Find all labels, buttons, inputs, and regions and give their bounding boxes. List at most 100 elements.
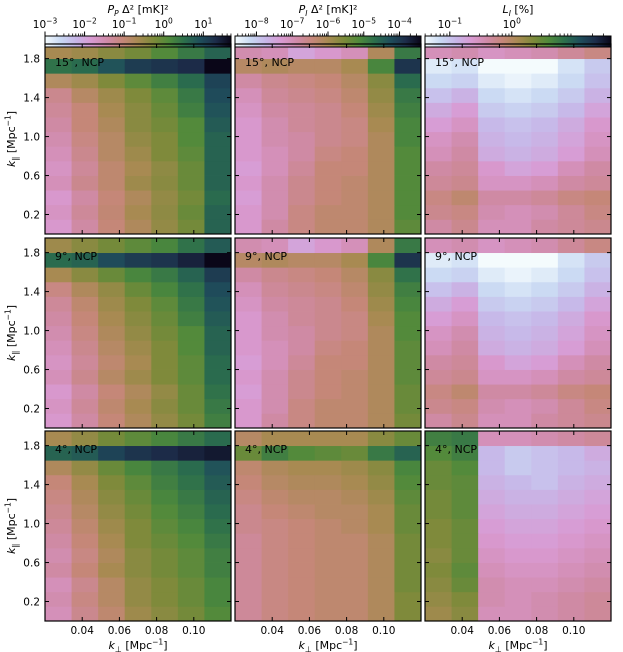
heatmap-cell	[531, 533, 559, 549]
heatmap-cell	[177, 474, 205, 490]
heatmap-cell	[451, 340, 479, 356]
y-tick-label: 0.6	[23, 365, 40, 377]
heatmap-cell	[451, 354, 479, 370]
heatmap-cell	[177, 44, 205, 60]
heatmap-cell	[235, 606, 262, 622]
heatmap-cell	[124, 533, 152, 549]
y-axis-label: k∥ [Mpc−1]	[4, 498, 21, 554]
heatmap-cell	[531, 281, 559, 297]
heatmap-cell	[177, 160, 205, 176]
heatmap-cell	[235, 252, 262, 268]
heatmap-cell	[98, 252, 126, 268]
heatmap-cell	[71, 131, 99, 147]
heatmap-cell	[124, 489, 152, 505]
heatmap-cell	[124, 131, 152, 147]
heatmap-cell	[288, 160, 316, 176]
heatmap-cell	[367, 504, 395, 520]
heatmap-cell	[425, 267, 452, 283]
heatmap-cell	[71, 591, 99, 607]
heatmap-cell	[341, 190, 369, 206]
heatmap-cell	[235, 238, 262, 254]
heatmap-cell	[531, 562, 559, 578]
heatmap-cell	[124, 562, 152, 578]
heatmap-cell	[531, 58, 559, 74]
heatmap-cell	[235, 267, 262, 283]
heatmap-cell	[151, 44, 179, 60]
heatmap-cell	[367, 102, 395, 118]
heatmap-cell	[261, 562, 289, 578]
heatmap-cell	[584, 533, 612, 549]
heatmap-cell	[71, 281, 99, 297]
heatmap-cell	[45, 474, 72, 490]
heatmap-cell	[177, 413, 205, 429]
heatmap-cell	[151, 219, 179, 235]
heatmap-cell	[177, 73, 205, 89]
heatmap-cell	[98, 73, 126, 89]
heatmap-cell	[71, 58, 99, 74]
heatmap-cell	[235, 398, 262, 414]
heatmap-cell	[451, 219, 479, 235]
heatmap-cell	[204, 102, 232, 118]
heatmap-cell	[235, 518, 262, 534]
heatmap-cell	[425, 398, 452, 414]
heatmap-cell	[288, 474, 316, 490]
heatmap-cell	[367, 445, 395, 461]
heatmap-cell	[451, 460, 479, 476]
heatmap-cell	[584, 518, 612, 534]
heatmap-cell	[478, 562, 506, 578]
heatmap-cell	[235, 58, 262, 74]
heatmap-cell	[425, 175, 452, 191]
heatmap-cell	[584, 146, 612, 162]
heatmap-cell	[367, 398, 395, 414]
heatmap-cell	[314, 577, 342, 593]
heatmap-cell	[425, 204, 452, 220]
heatmap-cell	[504, 547, 532, 563]
heatmap-cell	[261, 413, 289, 429]
heatmap-cell	[531, 175, 559, 191]
heatmap-cell	[341, 489, 369, 505]
heatmap-cell	[124, 518, 152, 534]
heatmap-cell	[425, 518, 452, 534]
heatmap-cell	[341, 533, 369, 549]
heatmap-cell	[425, 533, 452, 549]
heatmap-cell	[288, 354, 316, 370]
heatmap-cell	[504, 117, 532, 133]
heatmap-cell	[261, 445, 289, 461]
heatmap-cell	[531, 73, 559, 89]
heatmap-cell	[584, 219, 612, 235]
heatmap-cell	[261, 267, 289, 283]
heatmap-cell	[557, 489, 585, 505]
x-tick-label: 0.06	[298, 625, 322, 637]
heatmap-cell	[451, 577, 479, 593]
heatmap-cell	[98, 281, 126, 297]
heatmap-cell	[504, 445, 532, 461]
heatmap-cell	[314, 87, 342, 103]
heatmap-cell	[71, 204, 99, 220]
heatmap-cell	[584, 547, 612, 563]
heatmap-cell	[204, 219, 232, 235]
heatmap-cell	[71, 252, 99, 268]
panel-frame	[44, 237, 232, 429]
heatmap-cell	[478, 252, 506, 268]
heatmap-cell	[557, 87, 585, 103]
heatmap-cell	[478, 489, 506, 505]
heatmap-cell	[151, 562, 179, 578]
heatmap-cell	[451, 296, 479, 312]
heatmap-cell	[584, 281, 612, 297]
heatmap-cell	[177, 252, 205, 268]
heatmap-cell	[98, 296, 126, 312]
heatmap-cell	[341, 445, 369, 461]
heatmap-cell	[177, 340, 205, 356]
heatmap-cell	[557, 117, 585, 133]
heatmap-cell	[478, 413, 506, 429]
heatmap-cell	[45, 219, 72, 235]
heatmap-cell	[124, 190, 152, 206]
heatmap-cell	[504, 431, 532, 447]
heatmap-cell	[478, 131, 506, 147]
heatmap-cell	[98, 384, 126, 400]
heatmap-cell	[98, 398, 126, 414]
heatmap-cell	[98, 431, 126, 447]
heatmap-cell	[261, 252, 289, 268]
heatmap-cell	[531, 238, 559, 254]
heatmap-cell	[204, 460, 232, 476]
